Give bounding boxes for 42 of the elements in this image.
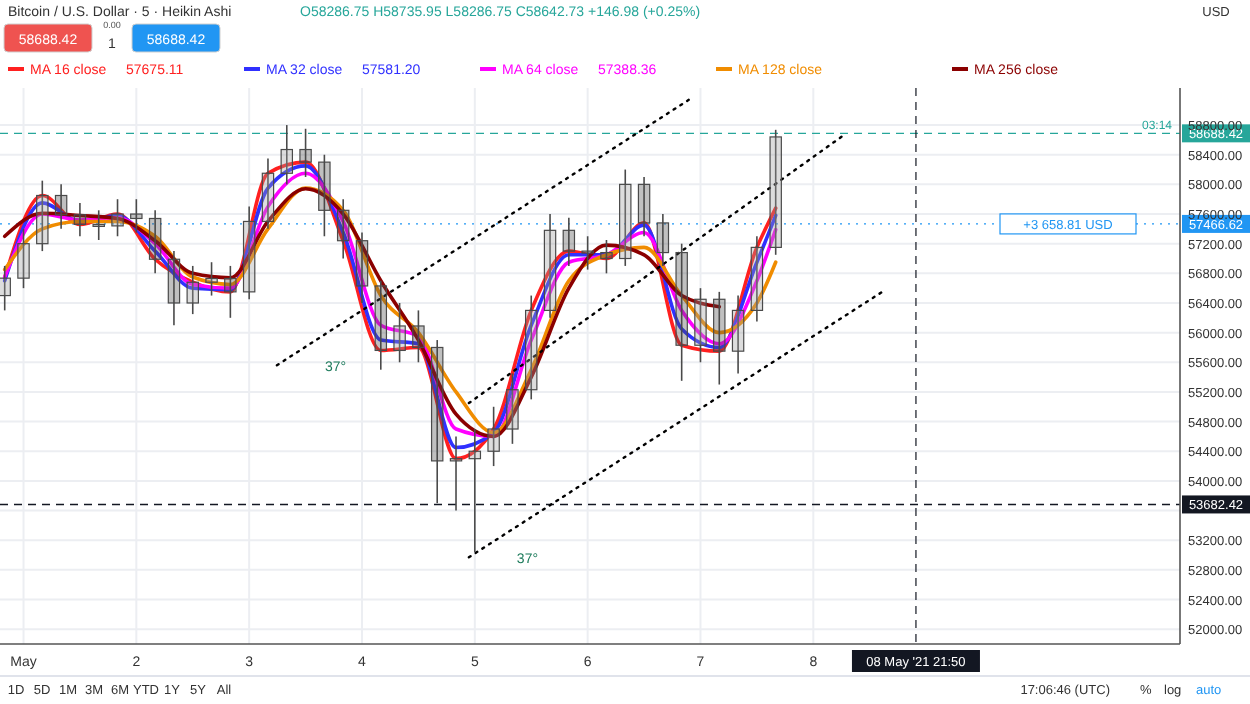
candlestick xyxy=(36,179,49,252)
candlestick xyxy=(731,294,745,375)
candlestick xyxy=(130,198,143,234)
candlestick xyxy=(148,209,162,275)
candlestick xyxy=(355,231,369,304)
candlestick xyxy=(637,176,651,238)
candlestick xyxy=(54,183,68,230)
candlestick xyxy=(675,242,688,382)
candlestick xyxy=(393,302,406,364)
candlestick xyxy=(261,157,275,230)
candlestick xyxy=(487,405,500,467)
candlestick xyxy=(713,291,726,386)
candlestick xyxy=(412,309,425,364)
candlestick xyxy=(186,265,199,315)
candlestick xyxy=(17,228,30,289)
candlestick xyxy=(167,250,181,327)
candlestick xyxy=(468,428,482,553)
candlestick xyxy=(336,198,350,260)
candlestick xyxy=(430,339,444,504)
candlestick xyxy=(299,127,312,178)
candlestick xyxy=(280,124,294,186)
candlestick xyxy=(656,213,670,267)
candlestick xyxy=(543,213,557,319)
candlestick xyxy=(92,209,105,241)
candlestick xyxy=(600,239,613,275)
candlestick xyxy=(619,168,632,267)
candlestick xyxy=(318,153,331,238)
candlestick xyxy=(506,372,519,445)
candlestick xyxy=(0,265,11,312)
candlestick xyxy=(374,279,388,371)
candlestick xyxy=(524,294,538,401)
candlestick xyxy=(581,235,594,271)
candlestick xyxy=(73,202,87,238)
candlestick xyxy=(562,216,576,267)
candlestick xyxy=(750,235,764,323)
candlestick xyxy=(242,205,256,301)
candlestick xyxy=(449,435,463,512)
candlestick xyxy=(205,261,218,297)
candlestick xyxy=(694,287,707,364)
candlestick xyxy=(111,198,124,238)
candlestick xyxy=(224,265,237,319)
candlestick xyxy=(769,129,782,256)
